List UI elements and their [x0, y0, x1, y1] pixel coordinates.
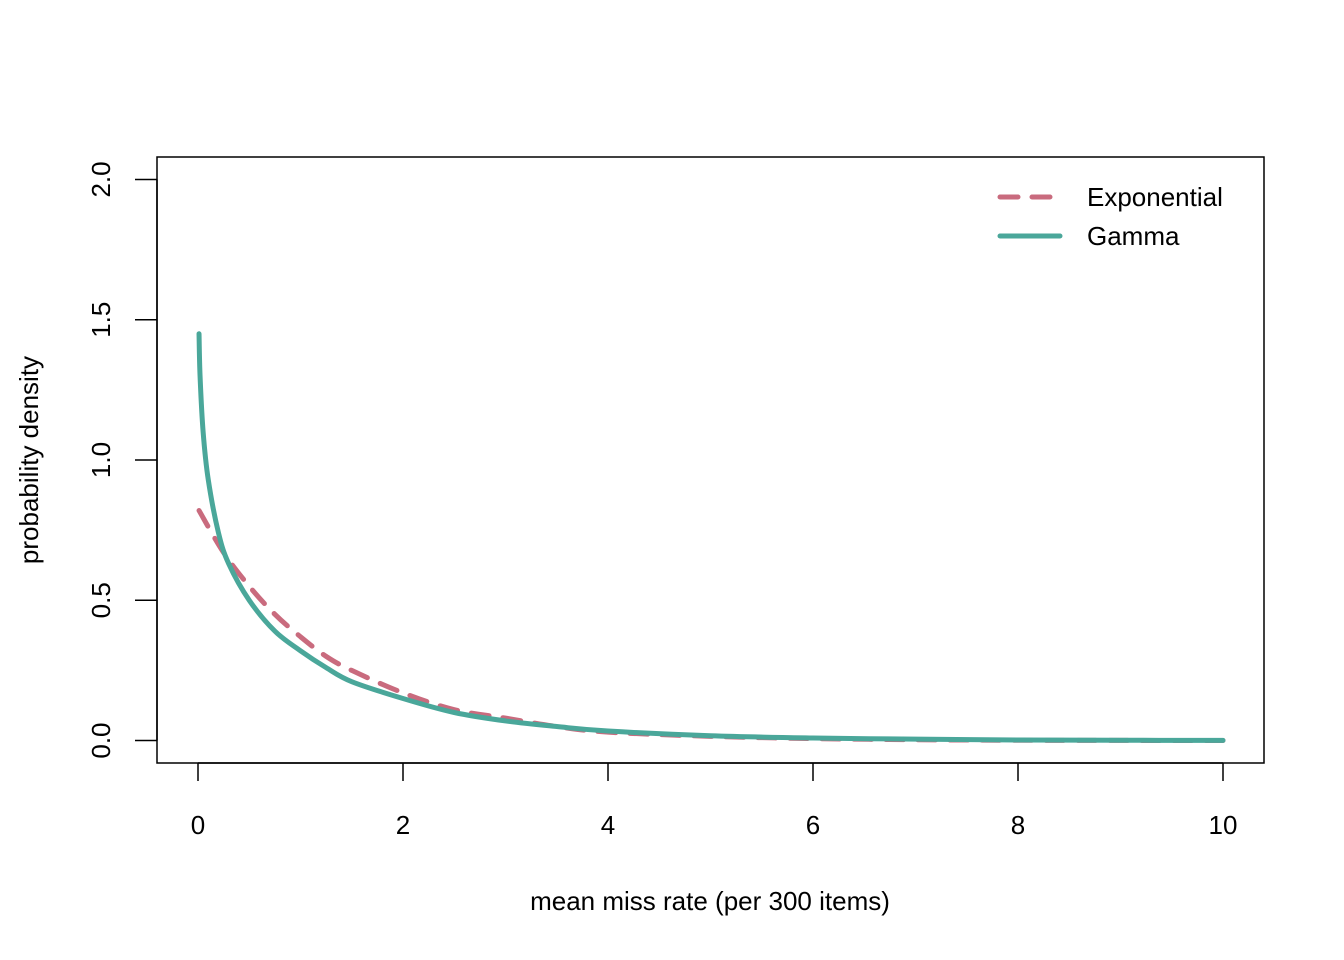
y-tick-label: 1.0	[86, 442, 116, 478]
y-tick-label: 1.5	[86, 302, 116, 338]
x-tick-label: 10	[1209, 810, 1238, 840]
x-axis: 0 2 4 6 8 10	[191, 762, 1238, 840]
x-axis-title: mean miss rate (per 300 items)	[530, 886, 890, 916]
x-tick-label: 8	[1011, 810, 1025, 840]
x-tick-label: 4	[601, 810, 615, 840]
series-line-gamma	[196, 331, 1226, 743]
series-line-exponential	[196, 508, 1226, 743]
y-tick-label: 0.0	[86, 722, 116, 758]
x-tick-label: 6	[806, 810, 820, 840]
series-layer	[196, 331, 1226, 743]
legend: Exponential Gamma	[997, 182, 1223, 251]
y-axis-title: probability density	[14, 356, 44, 564]
x-tick-label: 2	[396, 810, 410, 840]
y-axis: 0.0 0.5 1.0 1.5 2.0	[86, 161, 158, 759]
y-tick-label: 2.0	[86, 161, 116, 197]
legend-label-gamma: Gamma	[1087, 221, 1180, 251]
legend-label-exponential: Exponential	[1087, 182, 1223, 212]
x-tick-label: 0	[191, 810, 205, 840]
y-tick-label: 0.5	[86, 582, 116, 618]
